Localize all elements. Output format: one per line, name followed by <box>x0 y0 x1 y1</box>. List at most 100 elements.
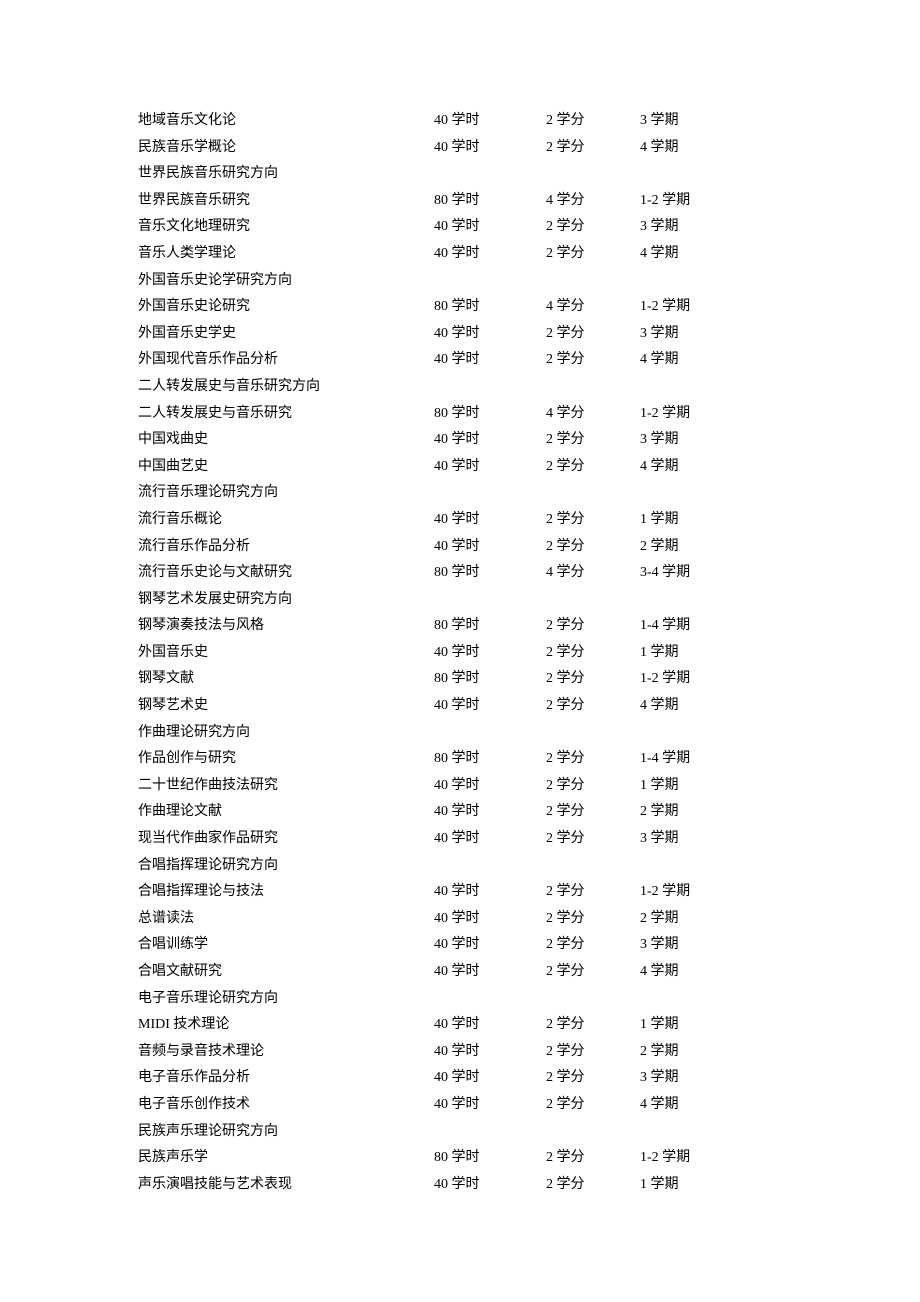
course-hours: 80 学时 <box>434 1145 546 1172</box>
course-hours: 40 学时 <box>434 826 546 853</box>
course-credit: 2 学分 <box>546 321 640 348</box>
course-credit: 4 学分 <box>546 560 640 587</box>
course-hours: 40 学时 <box>434 693 546 720</box>
course-credit: 2 学分 <box>546 347 640 374</box>
document-page: 地域音乐文化论40 学时2 学分3 学期民族音乐学概论40 学时2 学分4 学期… <box>0 0 920 1258</box>
course-hours: 40 学时 <box>434 241 546 268</box>
course-row: 音乐人类学理论40 学时2 学分4 学期 <box>138 241 782 268</box>
course-term: 3 学期 <box>640 108 679 135</box>
course-term: 3-4 学期 <box>640 560 690 587</box>
course-term: 1-4 学期 <box>640 746 690 773</box>
course-term: 2 学期 <box>640 1039 679 1066</box>
course-row: 电子音乐作品分析40 学时2 学分3 学期 <box>138 1065 782 1092</box>
course-name: 声乐演唱技能与艺术表现 <box>138 1172 434 1199</box>
course-name: 合唱指挥理论与技法 <box>138 879 434 906</box>
course-name: 钢琴演奏技法与风格 <box>138 613 434 640</box>
course-term: 2 学期 <box>640 799 679 826</box>
course-row: 中国戏曲史40 学时2 学分3 学期 <box>138 427 782 454</box>
course-credit: 2 学分 <box>546 773 640 800</box>
course-row: MIDI 技术理论40 学时2 学分1 学期 <box>138 1012 782 1039</box>
course-term: 3 学期 <box>640 321 679 348</box>
course-credit: 2 学分 <box>546 959 640 986</box>
course-hours: 40 学时 <box>434 108 546 135</box>
course-term: 4 学期 <box>640 241 679 268</box>
course-row: 外国现代音乐作品分析40 学时2 学分4 学期 <box>138 347 782 374</box>
course-credit: 2 学分 <box>546 427 640 454</box>
course-name: 音频与录音技术理论 <box>138 1039 434 1066</box>
course-name: 钢琴文献 <box>138 666 434 693</box>
course-name: 流行音乐概论 <box>138 507 434 534</box>
course-term: 1 学期 <box>640 773 679 800</box>
course-row: 民族音乐学概论40 学时2 学分4 学期 <box>138 135 782 162</box>
course-credit: 2 学分 <box>546 1065 640 1092</box>
course-name: 音乐文化地理研究 <box>138 214 434 241</box>
course-name: 中国戏曲史 <box>138 427 434 454</box>
course-row: 合唱训练学40 学时2 学分3 学期 <box>138 932 782 959</box>
course-credit: 2 学分 <box>546 454 640 481</box>
course-name: 外国现代音乐作品分析 <box>138 347 434 374</box>
course-credit: 2 学分 <box>546 241 640 268</box>
course-hours: 80 学时 <box>434 746 546 773</box>
course-term: 3 学期 <box>640 932 679 959</box>
course-name: 外国音乐史论研究 <box>138 294 434 321</box>
course-term: 1 学期 <box>640 640 679 667</box>
course-credit: 2 学分 <box>546 640 640 667</box>
course-credit: 2 学分 <box>546 1039 640 1066</box>
course-row: 外国音乐史论研究80 学时4 学分1-2 学期 <box>138 294 782 321</box>
course-name: 民族音乐学概论 <box>138 135 434 162</box>
section-header: 世界民族音乐研究方向 <box>138 161 782 188</box>
course-credit: 4 学分 <box>546 401 640 428</box>
course-hours: 40 学时 <box>434 1092 546 1119</box>
course-credit: 2 学分 <box>546 666 640 693</box>
section-header: 流行音乐理论研究方向 <box>138 480 782 507</box>
section-header: 外国音乐史论学研究方向 <box>138 268 782 295</box>
course-hours: 40 学时 <box>434 214 546 241</box>
course-hours: 40 学时 <box>434 321 546 348</box>
course-row: 总谱读法40 学时2 学分2 学期 <box>138 906 782 933</box>
course-term: 1-2 学期 <box>640 188 690 215</box>
course-row: 外国音乐史40 学时2 学分1 学期 <box>138 640 782 667</box>
course-name: 现当代作曲家作品研究 <box>138 826 434 853</box>
course-credit: 4 学分 <box>546 188 640 215</box>
course-hours: 40 学时 <box>434 1065 546 1092</box>
course-row: 流行音乐作品分析40 学时2 学分2 学期 <box>138 534 782 561</box>
course-hours: 80 学时 <box>434 560 546 587</box>
course-hours: 40 学时 <box>434 1172 546 1199</box>
course-name: 电子音乐作品分析 <box>138 1065 434 1092</box>
course-name: 外国音乐史学史 <box>138 321 434 348</box>
course-row: 钢琴艺术史40 学时2 学分4 学期 <box>138 693 782 720</box>
course-credit: 2 学分 <box>546 879 640 906</box>
course-name: 民族声乐学 <box>138 1145 434 1172</box>
course-credit: 2 学分 <box>546 826 640 853</box>
course-row: 二十世纪作曲技法研究40 学时2 学分1 学期 <box>138 773 782 800</box>
course-list: 地域音乐文化论40 学时2 学分3 学期民族音乐学概论40 学时2 学分4 学期… <box>138 108 782 1198</box>
course-hours: 40 学时 <box>434 427 546 454</box>
course-term: 3 学期 <box>640 214 679 241</box>
course-name: MIDI 技术理论 <box>138 1012 434 1039</box>
course-term: 4 学期 <box>640 693 679 720</box>
course-term: 1-2 学期 <box>640 879 690 906</box>
course-row: 流行音乐概论40 学时2 学分1 学期 <box>138 507 782 534</box>
course-name: 世界民族音乐研究 <box>138 188 434 215</box>
course-credit: 2 学分 <box>546 932 640 959</box>
course-credit: 2 学分 <box>546 746 640 773</box>
course-credit: 2 学分 <box>546 1145 640 1172</box>
course-hours: 40 学时 <box>434 906 546 933</box>
course-term: 3 学期 <box>640 826 679 853</box>
course-term: 1-2 学期 <box>640 294 690 321</box>
course-term: 4 学期 <box>640 959 679 986</box>
course-name: 音乐人类学理论 <box>138 241 434 268</box>
course-credit: 4 学分 <box>546 294 640 321</box>
course-term: 3 学期 <box>640 427 679 454</box>
course-name: 地域音乐文化论 <box>138 108 434 135</box>
course-name: 中国曲艺史 <box>138 454 434 481</box>
course-credit: 2 学分 <box>546 108 640 135</box>
course-term: 1 学期 <box>640 507 679 534</box>
course-hours: 40 学时 <box>434 534 546 561</box>
course-hours: 40 学时 <box>434 454 546 481</box>
course-credit: 2 学分 <box>546 534 640 561</box>
course-hours: 80 学时 <box>434 613 546 640</box>
course-credit: 2 学分 <box>546 1172 640 1199</box>
course-hours: 40 学时 <box>434 640 546 667</box>
course-hours: 40 学时 <box>434 1012 546 1039</box>
